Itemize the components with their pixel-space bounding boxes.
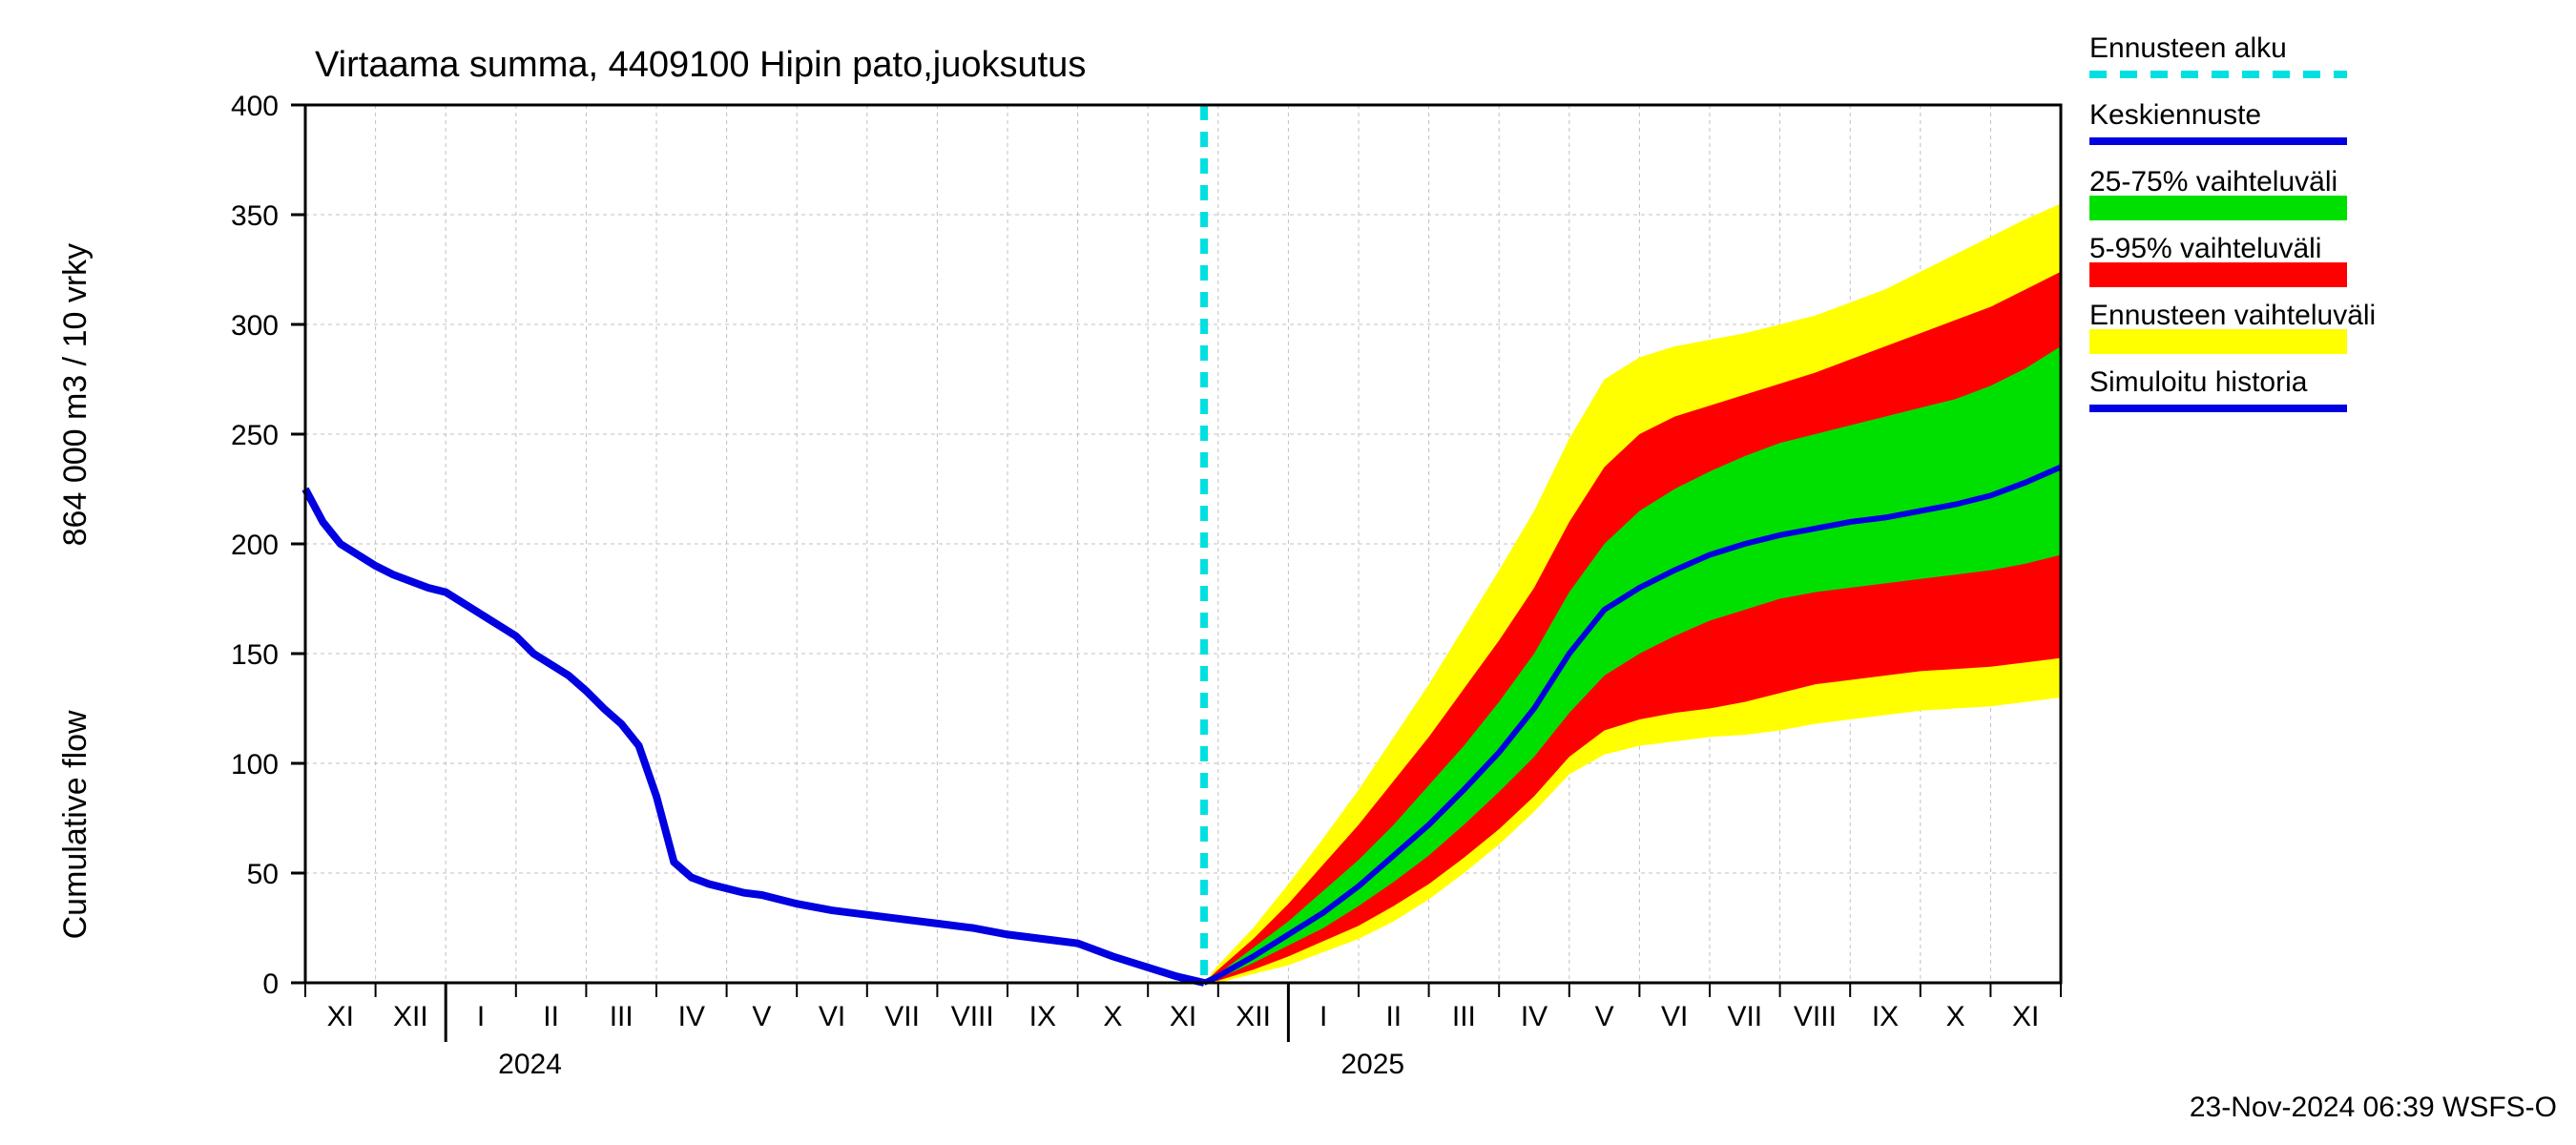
- legend-swatch: [2089, 329, 2347, 354]
- legend-swatch: [2089, 196, 2347, 220]
- month-label: IV: [1521, 1001, 1548, 1032]
- chart-title: Virtaama summa, 4409100 Hipin pato,juoks…: [315, 45, 1086, 85]
- month-label: XI: [327, 1001, 354, 1032]
- ytick-label: 300: [231, 310, 279, 342]
- ytick-label: 250: [231, 420, 279, 451]
- legend-label: Keskiennuste: [2089, 99, 2261, 131]
- year-label: 2025: [1340, 1049, 1404, 1080]
- month-label: IX: [1029, 1001, 1056, 1032]
- month-label: VI: [1661, 1001, 1688, 1032]
- month-label: III: [1452, 1001, 1476, 1032]
- ytick-label: 100: [231, 749, 279, 781]
- month-label: XII: [1236, 1001, 1271, 1032]
- month-label: XII: [393, 1001, 428, 1032]
- legend-label: Ennusteen vaihteluväli: [2089, 300, 2376, 331]
- month-label: X: [1103, 1001, 1122, 1032]
- month-label: VII: [884, 1001, 920, 1032]
- legend-label: 5-95% vaihteluväli: [2089, 233, 2321, 264]
- month-label: IX: [1872, 1001, 1899, 1032]
- month-label: VI: [819, 1001, 845, 1032]
- legend-label: Simuloitu historia: [2089, 366, 2308, 398]
- year-label: 2024: [498, 1049, 562, 1080]
- month-label: X: [1946, 1001, 1965, 1032]
- month-label: II: [543, 1001, 559, 1032]
- month-label: V: [752, 1001, 771, 1032]
- ytick-label: 350: [231, 200, 279, 232]
- ytick-label: 200: [231, 530, 279, 561]
- month-label: I: [477, 1001, 485, 1032]
- month-label: VIII: [951, 1001, 994, 1032]
- ylabel-top: 864 000 m3 / 10 vrky: [57, 243, 93, 547]
- legend-label: 25-75% vaihteluväli: [2089, 166, 2337, 198]
- legend-label: Ennusteen alku: [2089, 32, 2287, 64]
- month-label: VIII: [1794, 1001, 1837, 1032]
- ytick-label: 50: [247, 859, 279, 890]
- month-label: V: [1595, 1001, 1614, 1032]
- month-label: XI: [1170, 1001, 1196, 1032]
- ylabel-bottom: Cumulative flow: [57, 710, 93, 939]
- month-label: I: [1319, 1001, 1327, 1032]
- month-label: III: [610, 1001, 634, 1032]
- ytick-label: 0: [262, 968, 279, 1000]
- month-label: IV: [678, 1001, 705, 1032]
- ytick-label: 150: [231, 639, 279, 671]
- legend-swatch: [2089, 262, 2347, 287]
- month-label: II: [1385, 1001, 1402, 1032]
- ytick-label: 400: [231, 91, 279, 122]
- month-label: XI: [2012, 1001, 2039, 1032]
- month-label: VII: [1727, 1001, 1762, 1032]
- footer-text: 23-Nov-2024 06:39 WSFS-O: [2190, 1092, 2557, 1123]
